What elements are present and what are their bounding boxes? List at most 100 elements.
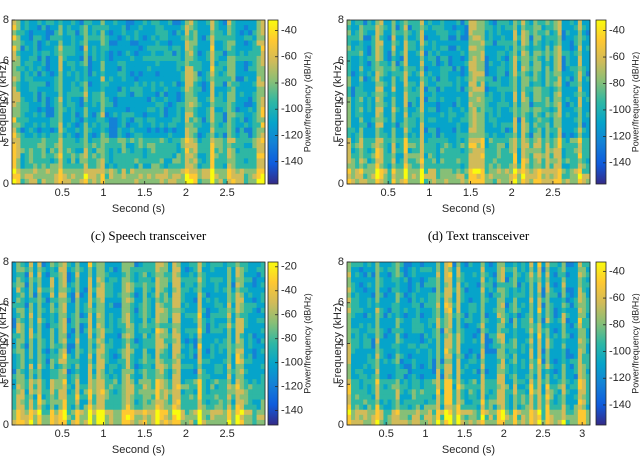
spectrogram-cell [138, 267, 144, 273]
spectrogram-cell [33, 102, 38, 108]
spectrogram-cell [117, 419, 123, 426]
spectrogram-cell [155, 117, 160, 123]
spectrogram-cell [66, 343, 72, 349]
spectrogram-cell [33, 419, 38, 426]
spectrogram-cell [96, 389, 101, 395]
spectrogram-cell [134, 20, 139, 26]
spectrogram-cell [399, 91, 405, 98]
spectrogram-cell [108, 262, 114, 268]
spectrogram-cell [155, 40, 160, 47]
spectrogram-cell [37, 389, 42, 395]
spectrogram-cell [201, 127, 207, 134]
spectrogram-cell [521, 122, 526, 129]
spectrogram-cell [553, 173, 558, 180]
spectrogram-cell [92, 318, 97, 324]
spectrogram-cell [529, 71, 534, 77]
spectrogram-cell [545, 107, 550, 113]
spectrogram-cell [391, 40, 396, 47]
spectrogram-cell [49, 318, 55, 324]
spectrogram-cell [440, 61, 445, 67]
spectrogram-cell [383, 96, 388, 103]
spectrogram-cell [399, 122, 405, 129]
spectrogram-cell [172, 112, 177, 118]
spectrogram-cell [41, 328, 47, 334]
spectrogram-cell [440, 86, 445, 93]
spectrogram-cell [476, 35, 482, 41]
spectrogram-cell [168, 91, 173, 98]
spectrogram-cell [553, 50, 558, 57]
spectrogram-cell [347, 132, 352, 139]
spectrogram-cell [391, 30, 396, 36]
spectrogram-cell [218, 45, 224, 52]
spectrogram-cell [163, 30, 169, 36]
colorbar-tick-label: -100 [281, 103, 303, 115]
spectrogram-cell [83, 394, 89, 400]
spectrogram-cell [125, 409, 131, 416]
spectrogram-cell [504, 81, 510, 88]
spectrogram-cell [142, 414, 148, 421]
spectrogram-cell [260, 30, 266, 36]
spectrogram-cell [440, 102, 445, 108]
spectrogram-cell [62, 292, 68, 299]
spectrogram-cell [163, 158, 169, 164]
spectrogram-cell [117, 343, 123, 349]
spectrogram-cell [87, 148, 93, 154]
spectrogram-cell [214, 117, 220, 123]
spectrogram-cell [83, 50, 89, 57]
spectrogram-cell [476, 117, 482, 123]
spectrogram-cell [96, 40, 101, 47]
spectrogram-cell [12, 30, 17, 36]
spectrogram-cell [468, 122, 473, 129]
spectrogram-cell [452, 107, 457, 113]
spectrogram-cell [79, 389, 85, 395]
spectrogram-cell [243, 127, 249, 134]
spectrogram-cell [28, 297, 34, 304]
spectrogram-cell [75, 302, 80, 309]
spectrogram-cell [541, 148, 546, 154]
spectrogram-cell [83, 374, 89, 380]
spectrogram-cell [517, 81, 522, 88]
spectrogram-cell [395, 132, 401, 139]
spectrogram-cell [45, 76, 51, 82]
spectrogram-cell [504, 61, 510, 67]
spectrogram-cell [504, 173, 510, 180]
spectrogram-cell [33, 338, 38, 344]
spectrogram-cell [159, 30, 165, 36]
y-tick-label: 0 [338, 178, 344, 190]
spectrogram-cell [130, 384, 135, 390]
spectrogram-cell [117, 333, 123, 339]
spectrogram-cell [125, 61, 131, 67]
spectrogram-cell [12, 132, 17, 139]
spectrogram-cell [12, 35, 17, 41]
spectrogram-cell [37, 148, 42, 154]
spectrogram-cell [480, 96, 486, 103]
spectrogram-cell [509, 66, 514, 72]
y-tick-label: 2 [338, 137, 344, 149]
spectrogram-cell [142, 76, 148, 82]
spectrogram-cell [517, 45, 522, 52]
spectrogram-cell [16, 277, 21, 283]
spectrogram-cell [83, 122, 89, 129]
spectrogram-cell [134, 45, 139, 52]
spectrogram-cell [100, 143, 106, 149]
spectrogram-cell [557, 127, 563, 134]
spectrogram-cell [395, 127, 401, 134]
spectrogram-cell [125, 363, 131, 370]
spectrogram-cell [100, 358, 106, 365]
spectrogram-cell [189, 81, 194, 88]
spectrogram-cell [113, 404, 118, 411]
spectrogram-cell [125, 30, 131, 36]
spectrogram-cell [12, 302, 17, 309]
spectrogram-cell [28, 148, 34, 154]
spectrogram-cell [163, 61, 169, 67]
spectrogram-cell [496, 40, 502, 47]
spectrogram-cell [243, 112, 249, 118]
spectrogram-cell [130, 368, 135, 375]
spectrogram-cell [399, 96, 405, 103]
spectrogram-cell [138, 394, 144, 400]
spectrogram-cell [41, 173, 47, 180]
spectrogram-cell [472, 76, 477, 82]
spectrogram-cell [37, 61, 42, 67]
spectrogram-cell [432, 112, 437, 118]
spectrogram-cell [260, 168, 266, 175]
